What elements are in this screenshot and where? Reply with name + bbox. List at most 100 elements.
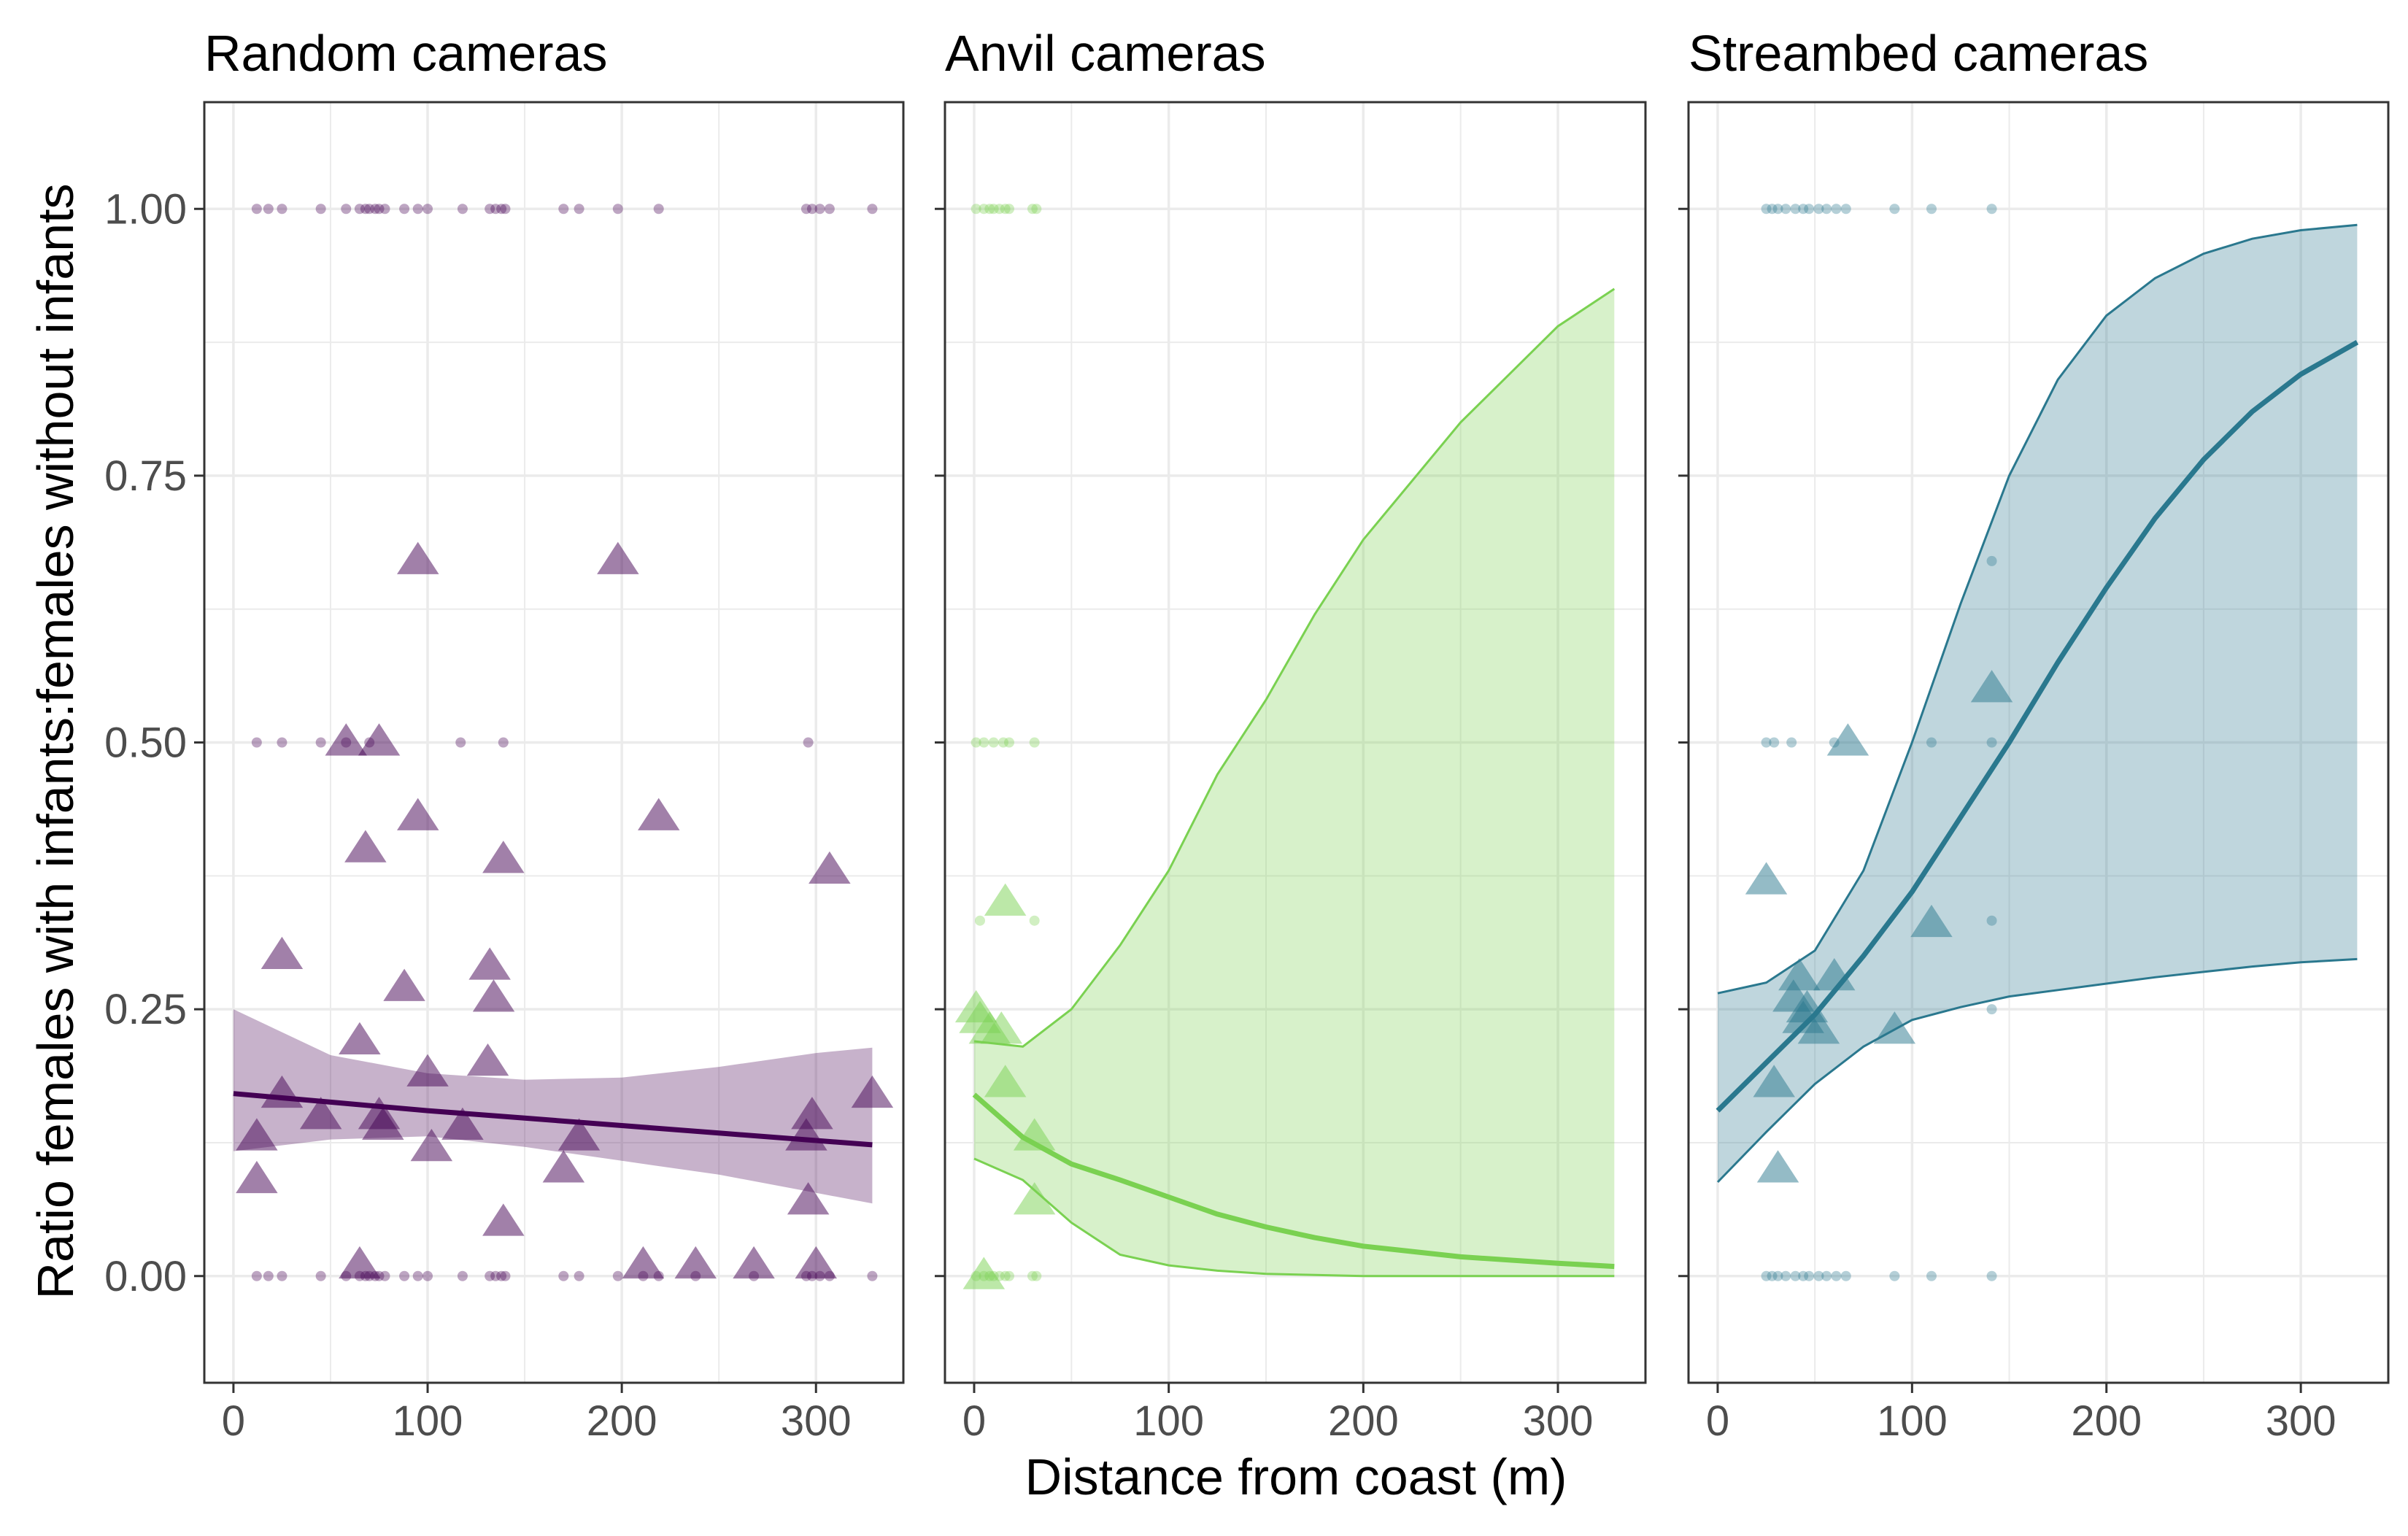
observation-point (1004, 737, 1014, 748)
x-tick-label: 0 (962, 1397, 986, 1445)
observation-point (1889, 1270, 1900, 1281)
x-tick-label: 200 (2071, 1397, 2142, 1445)
observation-point (574, 1270, 584, 1281)
ribbon-upper-line (973, 287, 1616, 1048)
confidence-ribbon (233, 1009, 873, 1204)
panel-2: Anvil cameras 0 100 200 300 (935, 25, 1647, 1445)
observation-point (979, 204, 989, 215)
mean-triangle (472, 979, 515, 1012)
observation-point (1813, 1270, 1824, 1281)
observation-point (1840, 1270, 1851, 1281)
observation-point (1786, 737, 1797, 748)
x-tick-label: 0 (222, 1397, 245, 1445)
fit-line (1716, 340, 2359, 1113)
mean-triangle (1778, 958, 1821, 991)
observation-point (263, 1270, 274, 1281)
observation-point (867, 204, 878, 215)
observation-point (485, 204, 495, 215)
x-tick-label: 100 (393, 1397, 463, 1445)
observation-point (1831, 1270, 1842, 1281)
observation-point (315, 204, 326, 215)
observation-point (1769, 737, 1780, 748)
observation-point (1804, 1270, 1815, 1281)
mean-triangle (468, 947, 511, 980)
observation-point (412, 1270, 423, 1281)
grid (204, 102, 903, 1383)
mean-triangle (791, 1097, 833, 1130)
observation-point (1761, 737, 1772, 748)
observation-point (457, 204, 468, 215)
observation-point (1004, 204, 1014, 215)
x-tick-label: 0 (1706, 1397, 1729, 1445)
mean-triangle (1013, 1182, 1056, 1215)
mean-triangle (1970, 670, 2013, 703)
observation-point (1029, 915, 1040, 926)
mean-triangle (674, 1246, 717, 1279)
observation-point (1767, 1270, 1778, 1281)
observation-point (1821, 204, 1832, 215)
observation-point (1027, 204, 1038, 215)
observation-point (1798, 204, 1809, 215)
observation-point (399, 204, 410, 215)
observation-point (994, 204, 1005, 215)
mean-triangle (984, 1065, 1027, 1097)
observation-point (970, 737, 981, 748)
observation-point (1986, 204, 1997, 215)
mean-triangle (482, 1203, 525, 1236)
x-tick-label: 200 (587, 1397, 657, 1445)
y-tick-label: 0.50 (104, 719, 187, 767)
observation-point (412, 204, 423, 215)
observation-point (1986, 1270, 1997, 1281)
mean-triangle (984, 883, 1027, 916)
y-tick-label: 1.00 (104, 185, 187, 233)
mean-triangle (261, 936, 304, 969)
observation-point (1840, 204, 1851, 215)
mean-triangle (1756, 1150, 1799, 1183)
observation-point (867, 1270, 878, 1281)
ribbon-lower-line (1716, 957, 2358, 1184)
observation-point (379, 1270, 390, 1281)
y-tick-label: 0.00 (104, 1253, 187, 1300)
observation-point (379, 204, 390, 215)
observation-point (1986, 915, 1997, 926)
mean-triangle (406, 1054, 449, 1087)
observation-point (1761, 204, 1772, 215)
x-tick-label: 100 (1133, 1397, 1204, 1445)
observation-point (800, 204, 811, 215)
mean-triangle (851, 1075, 894, 1108)
mean-triangle (410, 1129, 453, 1162)
observation-point (1780, 204, 1791, 215)
observation-point (988, 204, 999, 215)
mean-triangle (325, 723, 367, 756)
y-tick-label: 0.25 (104, 986, 187, 1033)
observation-point (1772, 204, 1783, 215)
panel-title: Streambed cameras (1689, 25, 2148, 82)
observation-point (1767, 204, 1778, 215)
observation-point (1926, 737, 1937, 748)
mean-triangle (299, 1097, 342, 1130)
observation-point (496, 1270, 507, 1281)
observation-point (975, 915, 985, 926)
observation-point (1926, 1270, 1937, 1281)
ribbon-lower-line (973, 1157, 1615, 1278)
observation-point (653, 204, 664, 215)
mean-triangle (638, 798, 680, 830)
x-axis-title: Distance from coast (m) (1025, 1448, 1567, 1505)
observation-point (1926, 204, 1937, 215)
x-tick-label: 100 (1877, 1397, 1948, 1445)
mean-triangle (1873, 1011, 1916, 1044)
panel-3: Streambed cameras 0 100 200 300 (1678, 25, 2390, 1445)
observation-point (1804, 204, 1815, 215)
observation-point (1986, 737, 1997, 748)
observation-point (251, 737, 262, 748)
ribbon-upper-line (1717, 223, 2358, 995)
mean-triangle (962, 1257, 1006, 1289)
observation-point (277, 737, 288, 748)
observation-point (1029, 737, 1040, 748)
observation-point (341, 204, 352, 215)
observation-point (806, 204, 817, 215)
x-tick-label: 300 (781, 1397, 852, 1445)
observation-point (1000, 1270, 1011, 1281)
observation-point (370, 204, 381, 215)
observation-point (500, 1270, 511, 1281)
